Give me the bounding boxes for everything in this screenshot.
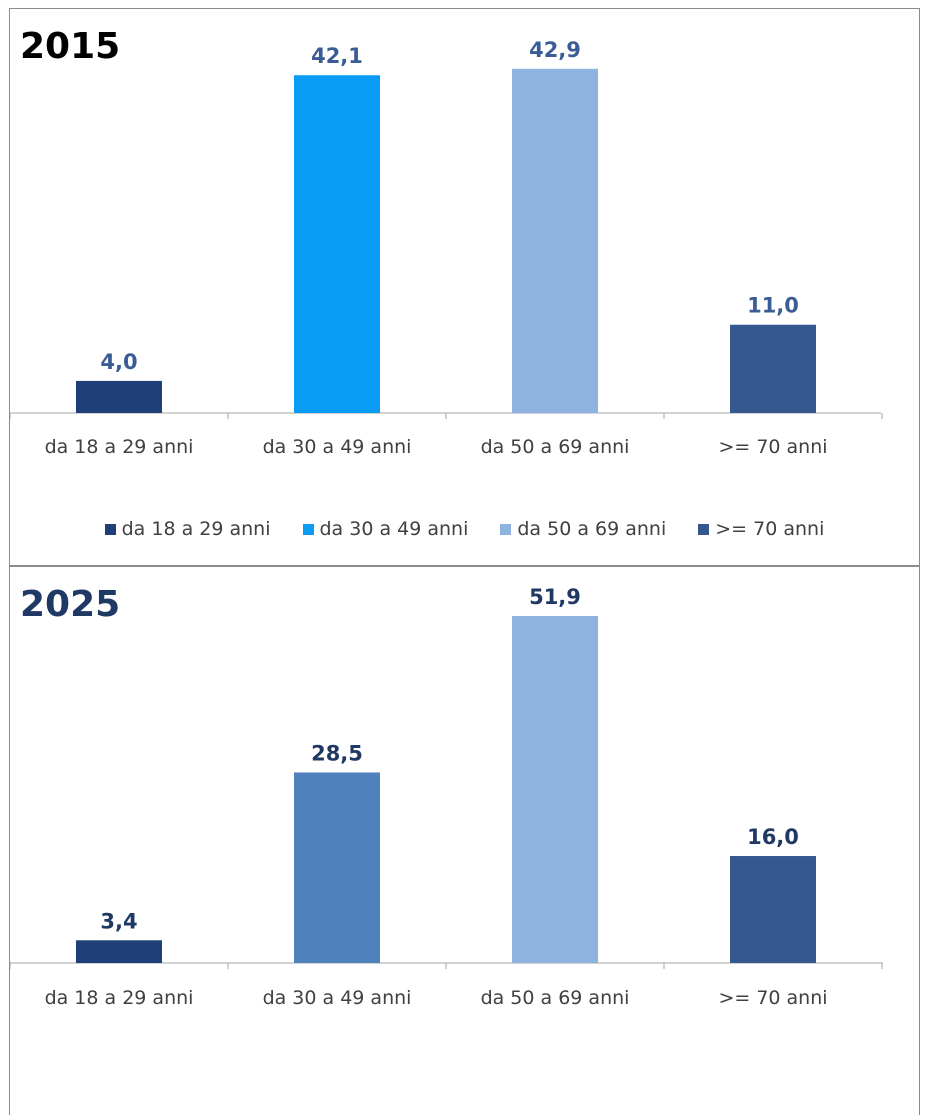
data-label-0: 3,4 — [100, 909, 137, 933]
data-label-1: 28,5 — [311, 741, 363, 765]
category-label-3: >= 70 anni — [718, 987, 827, 1009]
bar-3 — [730, 856, 816, 963]
bar-2 — [512, 68, 598, 414]
legend-label: da 50 a 69 anni — [517, 518, 667, 540]
category-label-3: >= 70 anni — [718, 436, 827, 458]
bar-3 — [730, 324, 816, 413]
legend-item: da 18 a 29 anni — [104, 518, 271, 540]
category-label-2: da 50 a 69 anni — [481, 987, 630, 1009]
legend-swatch — [698, 523, 710, 535]
legend-item: >= 70 anni — [698, 518, 824, 540]
chart-2025: 2025 3,4 da 18 a 29 anni 28,5 da 30 a 49 an… — [9, 566, 920, 1115]
data-label-2: 51,9 — [529, 585, 581, 609]
category-label-2: da 50 a 69 anni — [481, 436, 630, 458]
bar-1 — [294, 772, 380, 963]
chart-2015: 2015 4,0 da 18 a 29 anni 42,1 da 30 a 49 an… — [9, 8, 920, 566]
legend-label: da 18 a 29 anni — [121, 518, 271, 540]
bar-1 — [294, 75, 380, 413]
data-label-1: 42,1 — [311, 44, 363, 68]
bar-0 — [76, 380, 162, 413]
data-label-0: 4,0 — [100, 350, 137, 374]
legend-swatch — [500, 523, 512, 535]
legend-label: >= 70 anni — [715, 518, 825, 540]
chart-title: 2025 — [20, 584, 121, 625]
legend-label: da 30 a 49 anni — [319, 518, 469, 540]
category-label-0: da 18 a 29 anni — [45, 987, 194, 1009]
data-label-3: 11,0 — [747, 294, 799, 318]
plot-area: 4,0 da 18 a 29 anni 42,1 da 30 a 49 anni 42,… — [10, 38, 883, 458]
data-label-3: 16,0 — [747, 825, 799, 849]
category-label-0: da 18 a 29 anni — [45, 436, 194, 458]
data-label-2: 42,9 — [529, 38, 581, 62]
bar-0 — [76, 940, 162, 963]
plot-area: 3,4 da 18 a 29 anni 28,5 da 30 a 49 anni 51,… — [10, 585, 883, 1009]
chart-title: 2015 — [20, 26, 121, 67]
category-label-1: da 30 a 49 anni — [263, 436, 412, 458]
bar-2 — [512, 616, 598, 963]
legend-item: da 50 a 69 anni — [500, 518, 666, 540]
legend-item: da 30 a 49 anni — [302, 518, 469, 540]
legend-swatch — [302, 523, 314, 535]
legend: da 18 a 29 anni da 30 a 49 anni da 50 a … — [10, 518, 919, 540]
legend-swatch — [104, 523, 116, 535]
category-label-1: da 30 a 49 anni — [263, 987, 412, 1009]
